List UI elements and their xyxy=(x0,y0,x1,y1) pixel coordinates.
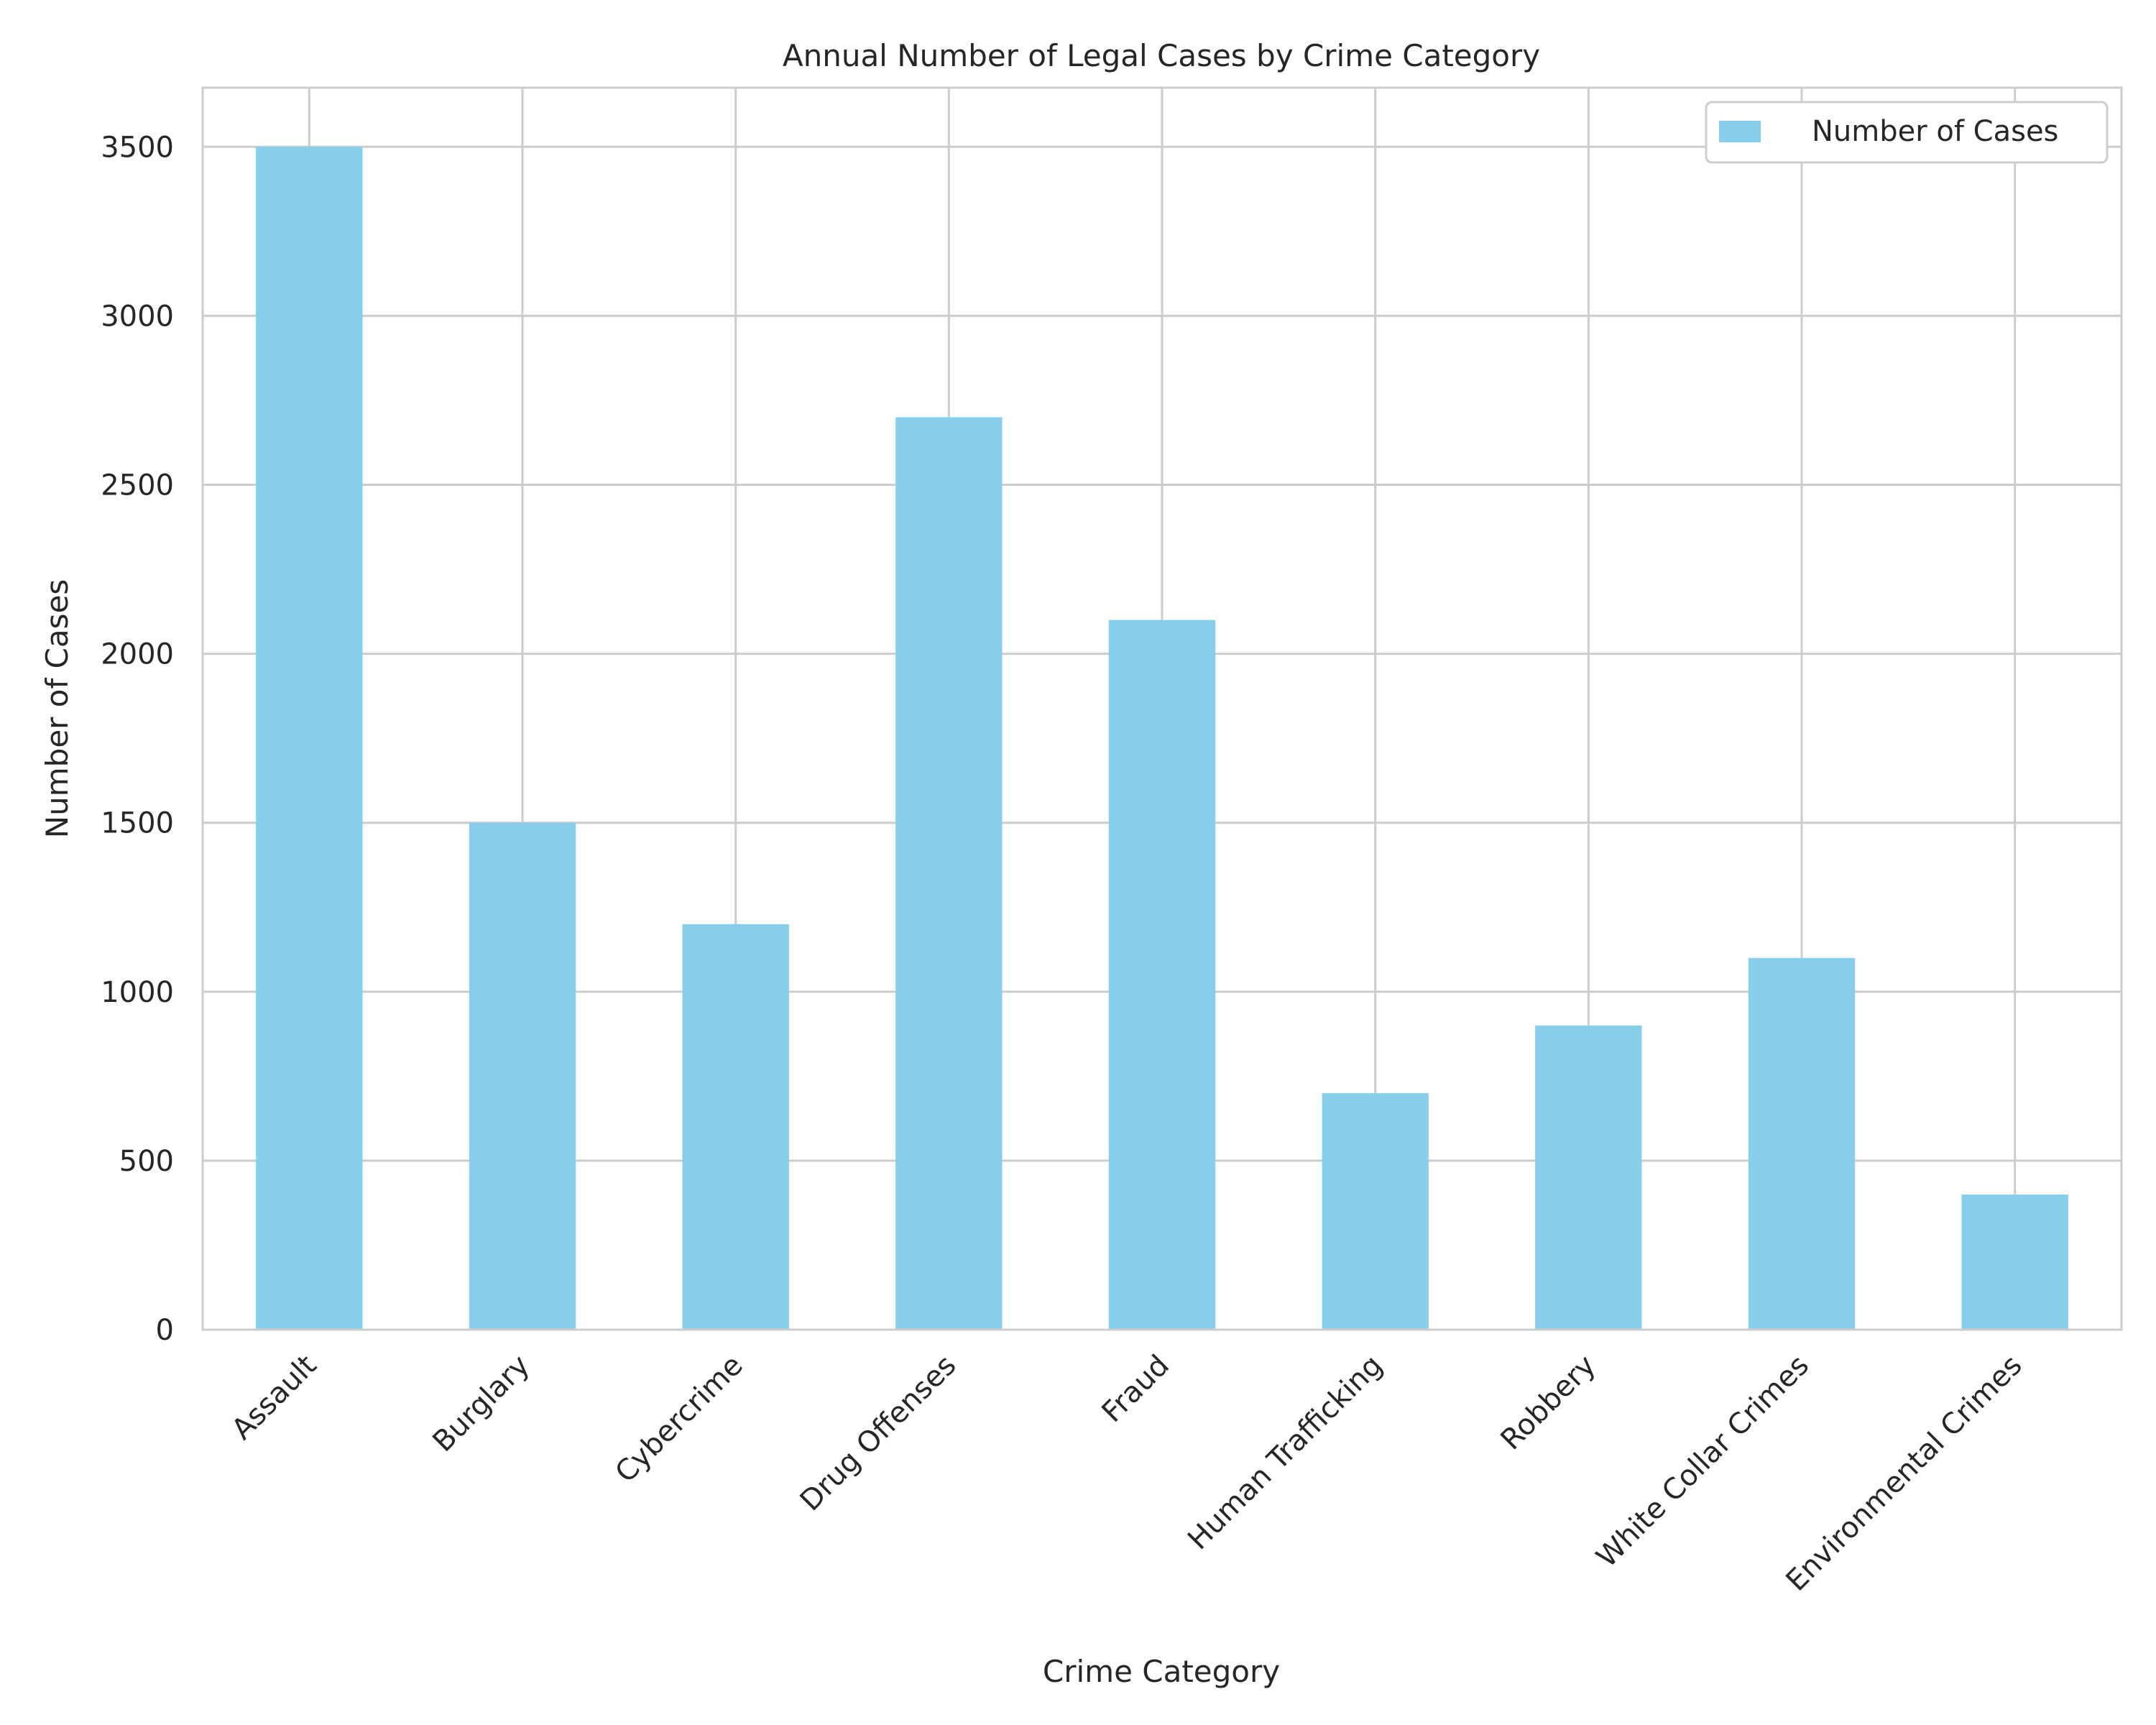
x-tick-label-human-trafficking: Human Trafficking xyxy=(1181,1349,1389,1557)
bar-white-collar-crimes xyxy=(1748,957,1856,1330)
bar-environmental-crimes xyxy=(1961,1194,2068,1330)
bar-human-trafficking xyxy=(1322,1092,1429,1330)
x-tick-label-fraud: Fraud xyxy=(1095,1349,1176,1430)
legend-label: Number of Cases xyxy=(1812,115,2058,148)
bar-fraud xyxy=(1108,620,1216,1330)
y-tick-label: 1500 xyxy=(101,807,174,840)
y-tick-label: 3500 xyxy=(101,131,174,164)
y-tick-label: 2000 xyxy=(101,638,174,671)
x-axis-label: Crime Category xyxy=(1043,1654,1280,1689)
y-axis-label: Number of Cases xyxy=(40,579,75,839)
plot-frame xyxy=(201,86,2123,1331)
y-tick-label: 500 xyxy=(119,1145,174,1178)
y-tick-label: 3000 xyxy=(101,300,174,333)
y-tick-label: 2500 xyxy=(101,469,174,502)
x-tick-label-drug-offenses: Drug Offenses xyxy=(794,1349,963,1518)
x-tick-label-white-collar-crimes: White Collar Crimes xyxy=(1590,1349,1815,1574)
bar-burglary xyxy=(469,822,576,1330)
bar-drug-offenses xyxy=(895,417,1003,1330)
x-tick-label-environmental-crimes: Environmental Crimes xyxy=(1779,1349,2028,1598)
x-tick-label-assault: Assault xyxy=(226,1349,323,1447)
bars xyxy=(256,147,2068,1330)
x-tick-labels: Assault Burglary Cybercrime Drug Offenses Fr… xyxy=(226,1349,2029,1598)
x-tick-label-robbery: Robbery xyxy=(1495,1349,1603,1457)
x-tick-label-cybercrime: Cybercrime xyxy=(609,1349,749,1489)
bar-assault xyxy=(256,147,363,1330)
x-tick-label-burglary: Burglary xyxy=(427,1349,537,1459)
y-tick-labels: 0 500 1000 1500 2000 2500 3000 3500 xyxy=(101,131,174,1347)
legend-swatch xyxy=(1719,121,1761,142)
bar-robbery xyxy=(1535,1025,1642,1330)
chart-title: Annual Number of Legal Cases by Crime Ca… xyxy=(783,38,1540,73)
y-tick-label: 1000 xyxy=(101,976,174,1009)
y-tick-label: 0 xyxy=(156,1314,174,1347)
bar-cybercrime xyxy=(682,924,789,1330)
legend: Number of Cases xyxy=(1705,101,2109,164)
legend-box xyxy=(1705,101,2109,164)
